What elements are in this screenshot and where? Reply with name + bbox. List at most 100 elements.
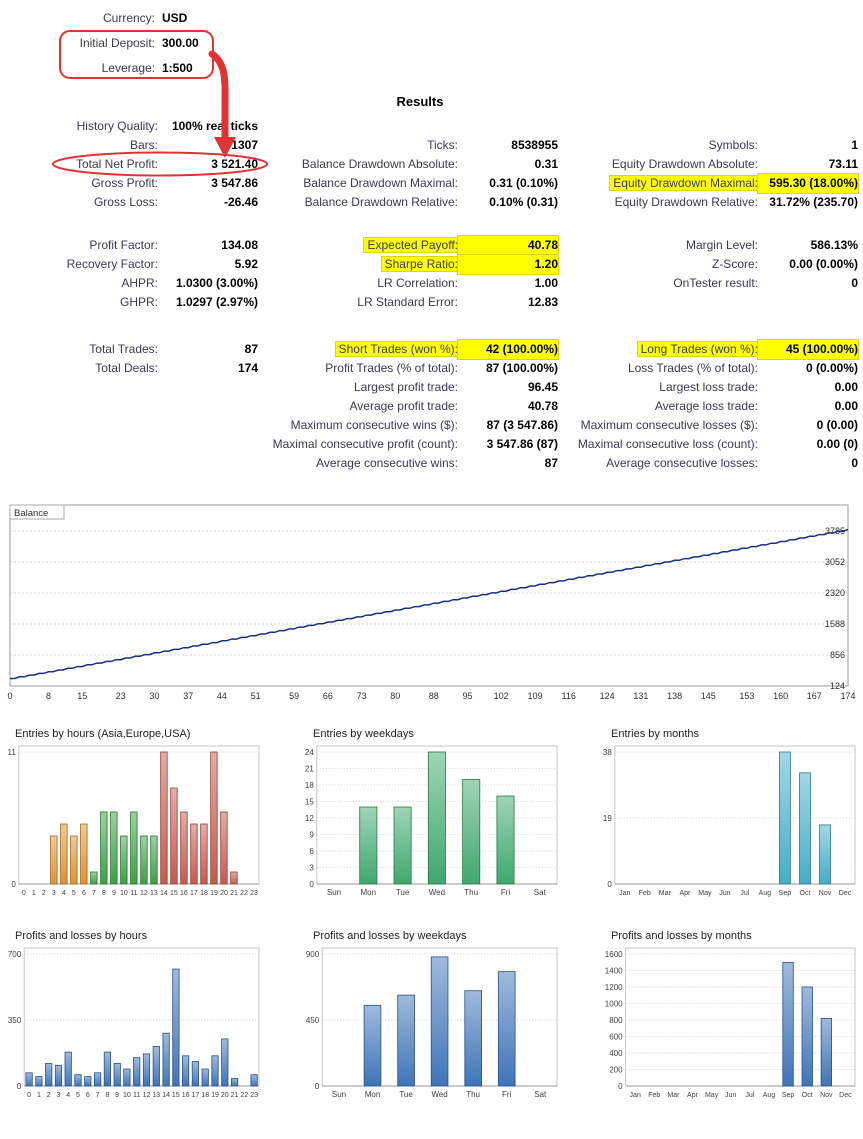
initial-deposit-label: Initial Deposit: xyxy=(79,36,155,50)
stat-label-text: Recovery Factor: xyxy=(66,257,158,271)
stat-row: Total Deals: 174 Profit Trades (% of total… xyxy=(0,359,863,378)
stat-value-text: -26.46 xyxy=(223,195,258,209)
currency-value: USD xyxy=(162,11,188,25)
y-tick-label: 0 xyxy=(11,880,16,889)
x-tick-label: 12 xyxy=(140,890,148,897)
y-tick-label: 350 xyxy=(8,1016,22,1025)
bar xyxy=(170,787,178,885)
stat-label-text: Z-Score: xyxy=(711,257,758,271)
x-tick-label: Jan xyxy=(619,890,630,897)
stat-value-text: 12.83 xyxy=(527,295,558,309)
x-tick-label: 8 xyxy=(105,1092,109,1099)
stat-label-text: Bars: xyxy=(129,138,158,152)
stats-gap xyxy=(0,212,863,236)
stat-label-text: Short Trades (won %): xyxy=(335,342,458,356)
y-tick-label: 24 xyxy=(305,748,314,757)
stat-label-text: Average loss trade: xyxy=(654,399,758,413)
stat-label-text: Gross Loss: xyxy=(93,195,158,209)
stat-row: Profit Factor: 134.08 Expected Payoff: 40.7… xyxy=(0,236,863,255)
stat-label: Balance Drawdown Relative: xyxy=(258,193,458,212)
stat-value: 1.0300 (3.00%) xyxy=(158,274,258,293)
stat-value-text: 3 547.86 xyxy=(211,176,258,190)
x-tick-label: 12 xyxy=(143,1092,151,1099)
stat-value: 0.31 xyxy=(458,155,558,174)
bar xyxy=(180,811,188,885)
x-tick-label: 18 xyxy=(200,890,208,897)
x-tick-label: Mon xyxy=(361,888,377,897)
entries-by-weekdays-chart: 0 3 6 9 12 15 18 21 24 Sun Mon Tue Wed Thu Fri Sat xyxy=(305,745,558,897)
stat-value-text: 0.00 (0) xyxy=(816,437,858,451)
y-tick-label: 0 xyxy=(17,1082,22,1091)
y-tick-label: 600 xyxy=(609,1033,623,1042)
currency-label: Currency: xyxy=(102,11,155,25)
x-tick-label: 131 xyxy=(633,691,648,701)
stat-label-text: Average profit trade: xyxy=(349,399,458,413)
x-tick-label: 8 xyxy=(46,691,51,701)
stat-value: 40.78 xyxy=(458,397,558,416)
x-tick-label: Thu xyxy=(464,888,478,897)
bar xyxy=(181,1055,190,1087)
stat-value: 3 547.86 (87) xyxy=(458,435,558,454)
stat-label: Maximum consecutive losses ($): xyxy=(558,416,758,435)
bar xyxy=(190,823,198,885)
stat-value xyxy=(158,416,258,435)
x-tick-label: Dec xyxy=(839,1092,852,1099)
bar xyxy=(120,835,128,885)
stat-label: Z-Score: xyxy=(558,255,758,274)
stat-row: Average profit trade: 40.78 Average loss t… xyxy=(0,397,863,416)
x-tick-label: 21 xyxy=(230,890,238,897)
initial-deposit-row: Initial Deposit: 300.00 xyxy=(0,33,199,54)
bars xyxy=(359,751,515,885)
bar xyxy=(221,1038,229,1087)
stat-value-text: 87 (3 547.86) xyxy=(486,418,558,432)
stat-label: Average loss trade: xyxy=(558,397,758,416)
panel-profits-by-months: Profits and losses by months 0 200 400 600 8… xyxy=(598,928,860,1112)
bar xyxy=(220,811,228,885)
stat-label-text: GHPR: xyxy=(119,295,158,309)
x-tick-label: 23 xyxy=(250,1092,258,1099)
stat-value-text: 134.08 xyxy=(221,238,258,252)
stat-label-text: Maximal consecutive loss (count): xyxy=(577,437,758,451)
bar xyxy=(74,1074,82,1087)
balance-chart: 124 856 1588 2320 3052 3785 0 8 15 23 30 37 44 51 59 66… xyxy=(7,504,856,701)
chart-title-entries-by-hours: Entries by hours (Asia,Europe,USA) xyxy=(15,728,191,740)
x-tick-label: 0 xyxy=(27,1092,31,1099)
stat-label-text: Balance Drawdown Absolute: xyxy=(301,157,458,171)
stat-value: 12.83 xyxy=(458,293,558,312)
stat-label: Total Deals: xyxy=(0,359,158,378)
stat-value-text: 87 (100.00%) xyxy=(485,361,558,375)
stat-value: 3 547.86 xyxy=(158,174,258,193)
stat-label-text: Balance Drawdown Maximal: xyxy=(303,176,458,190)
x-tick-label: 153 xyxy=(739,691,754,701)
stat-value-text: 1.0297 (2.97%) xyxy=(175,295,258,309)
currency-row: Currency: USD xyxy=(0,8,199,29)
stat-value: 1.00 xyxy=(458,274,558,293)
x-tick-label: 51 xyxy=(251,691,261,701)
stat-value-text: 100% real ticks xyxy=(171,119,258,133)
x-tick-label: Fri xyxy=(502,1090,512,1099)
stat-value xyxy=(458,117,558,136)
y-tick-label: 0 xyxy=(315,1082,320,1091)
panel-profits-by-weekdays: Profits and losses by weekdays 0 450 900 Su… xyxy=(300,928,562,1112)
x-tick-label: Aug xyxy=(763,1092,776,1099)
bar xyxy=(359,806,378,885)
stat-value: 96.45 xyxy=(458,378,558,397)
chart-title-entries-by-weekdays: Entries by weekdays xyxy=(313,728,414,740)
stat-row: Gross Loss: -26.46 Balance Drawdown Relati… xyxy=(0,193,863,212)
bar xyxy=(393,806,412,885)
stat-label-text: Ticks: xyxy=(427,138,458,152)
stat-label: Profit Factor: xyxy=(0,236,158,255)
x-tick-label: Tue xyxy=(399,1090,413,1099)
stat-row: Gross Profit: 3 547.86 Balance Drawdown Ma… xyxy=(0,174,863,193)
stat-row: History Quality: 100% real ticks xyxy=(0,117,863,136)
x-tick-label: Nov xyxy=(820,1092,833,1099)
stat-label: Ticks: xyxy=(258,136,458,155)
stat-label: Gross Profit: xyxy=(0,174,158,193)
chart-title-profits-by-weekdays: Profits and losses by weekdays xyxy=(313,930,467,942)
x-tick-label: 5 xyxy=(72,890,76,897)
x-tick-label: Tue xyxy=(396,888,410,897)
x-tick-label: 138 xyxy=(667,691,682,701)
bar xyxy=(363,1004,382,1087)
stat-label: Average profit trade: xyxy=(258,397,458,416)
stat-value: 5.92 xyxy=(158,255,258,274)
